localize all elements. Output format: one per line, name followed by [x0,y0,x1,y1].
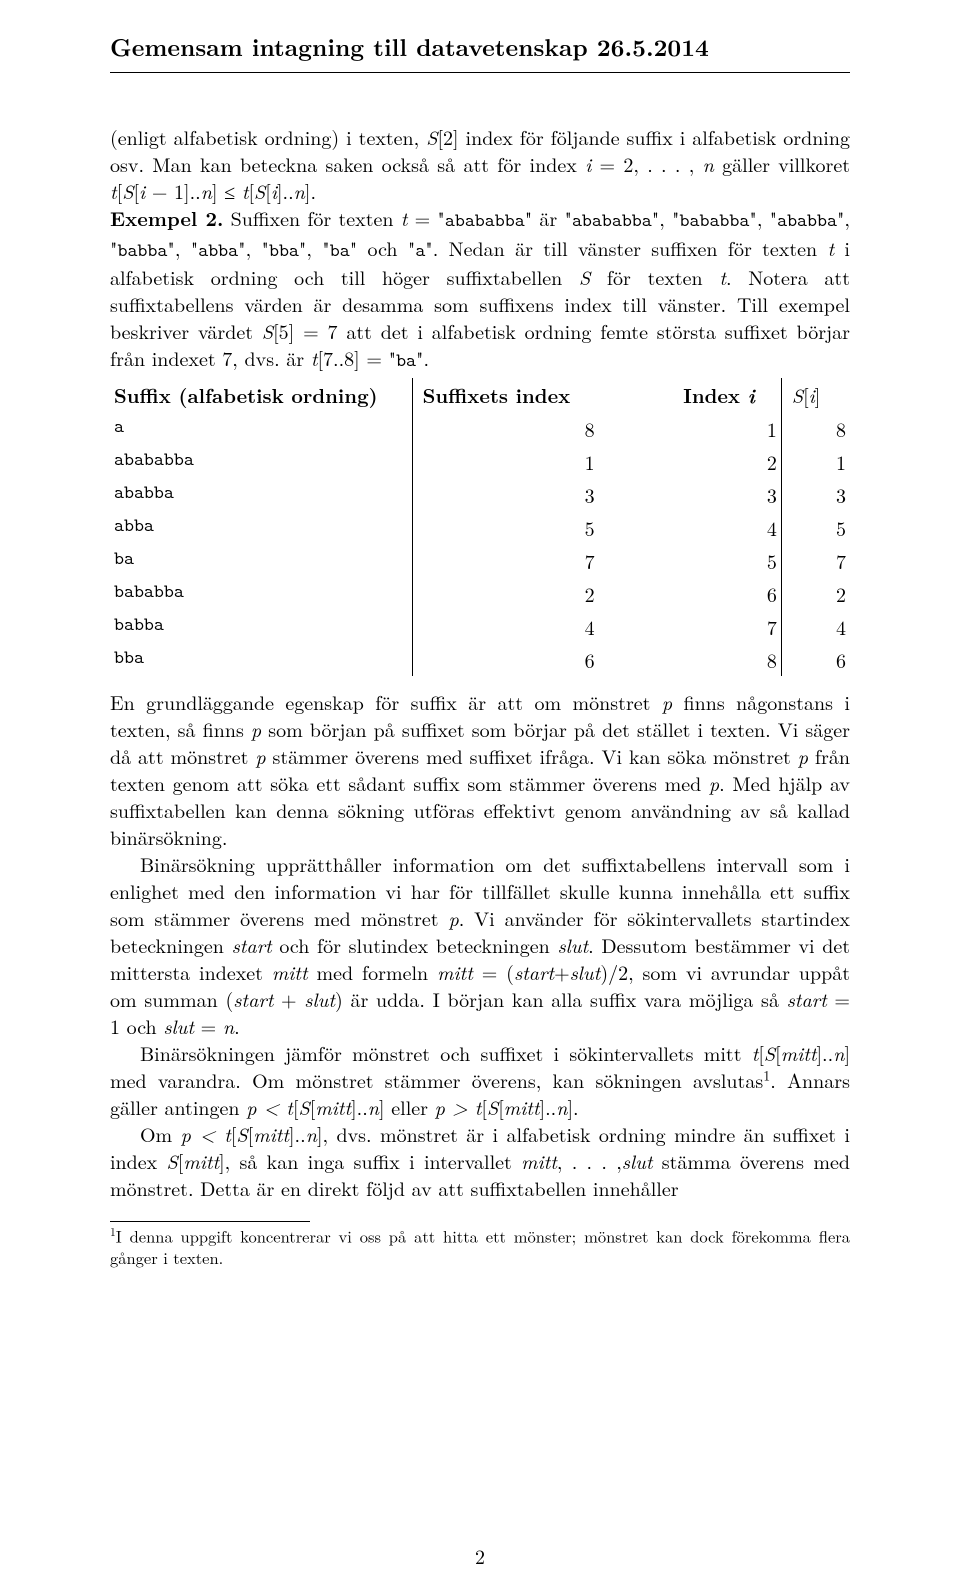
th-si: S[i] [781,378,850,412]
table-header-row: Suffix (alfabetisk ordning) Suffixets in… [110,378,850,412]
cell-suffix-index: 4 [412,610,599,643]
cell-suffix: bba [110,643,412,676]
page-header-title: Gemensam intagning till datavetenskap 26… [110,30,850,64]
footnote-1: 1I denna uppgift koncentrerar vi oss på … [110,1225,850,1268]
th-index-i: Index i [679,378,781,412]
header-rule [110,72,850,73]
table-row: bababba262 [110,577,850,610]
cell-suffix-index: 2 [412,577,599,610]
cell-si: 4 [781,610,850,643]
cell-suffix-index: 3 [412,478,599,511]
cell-i: 1 [679,412,781,445]
paragraph-3: En grundläggande egenskap för suffix är … [110,688,850,850]
cell-i: 5 [679,544,781,577]
cell-suffix: abba [110,511,412,544]
cell-suffix-index: 7 [412,544,599,577]
cell-i: 2 [679,445,781,478]
table-row: ba757 [110,544,850,577]
cell-si: 5 [781,511,850,544]
cell-suffix-index: 8 [412,412,599,445]
cell-gap [599,445,680,478]
cell-gap [599,478,680,511]
cell-si: 1 [781,445,850,478]
cell-gap [599,511,680,544]
cell-gap [599,544,680,577]
table-row: ababba333 [110,478,850,511]
page: Gemensam intagning till datavetenskap 26… [0,0,960,1595]
suffix-table: Suffix (alfabetisk ordning) Suffixets in… [110,378,850,676]
cell-suffix: ababba [110,478,412,511]
cell-suffix: a [110,412,412,445]
paragraph-6: Om p < t[S[mitt]..n], dvs. mönstret är i… [110,1120,850,1201]
cell-si: 7 [781,544,850,577]
cell-suffix-index: 5 [412,511,599,544]
table-row: abababba121 [110,445,850,478]
cell-suffix: ba [110,544,412,577]
page-number: 2 [0,1541,960,1570]
table-row: a818 [110,412,850,445]
cell-gap [599,610,680,643]
cell-suffix: bababba [110,577,412,610]
cell-gap [599,577,680,610]
cell-i: 7 [679,610,781,643]
paragraph-4: Binärsökning upprätthåller information o… [110,850,850,1039]
example-2: Exempel 2. Suffixen för texten t = "abab… [110,204,850,374]
cell-i: 8 [679,643,781,676]
cell-si: 8 [781,412,850,445]
th-gap [599,378,680,412]
th-suffix-index: Suffixets index [412,378,599,412]
footnote-rule [110,1221,310,1222]
table-row: abba545 [110,511,850,544]
cell-i: 4 [679,511,781,544]
paragraph-1: (enligt alfabetisk ordning) i texten, S[… [110,123,850,204]
cell-i: 3 [679,478,781,511]
paragraph-5: Binärsökningen jämför mönstret och suffi… [110,1039,850,1120]
cell-suffix: abababba [110,445,412,478]
cell-si: 2 [781,577,850,610]
cell-suffix-index: 1 [412,445,599,478]
cell-gap [599,412,680,445]
cell-suffix-index: 6 [412,643,599,676]
cell-si: 3 [781,478,850,511]
table-row: bba686 [110,643,850,676]
table-row: babba474 [110,610,850,643]
cell-i: 6 [679,577,781,610]
cell-gap [599,643,680,676]
cell-suffix: babba [110,610,412,643]
cell-si: 6 [781,643,850,676]
th-suffix: Suffix (alfabetisk ordning) [110,378,412,412]
